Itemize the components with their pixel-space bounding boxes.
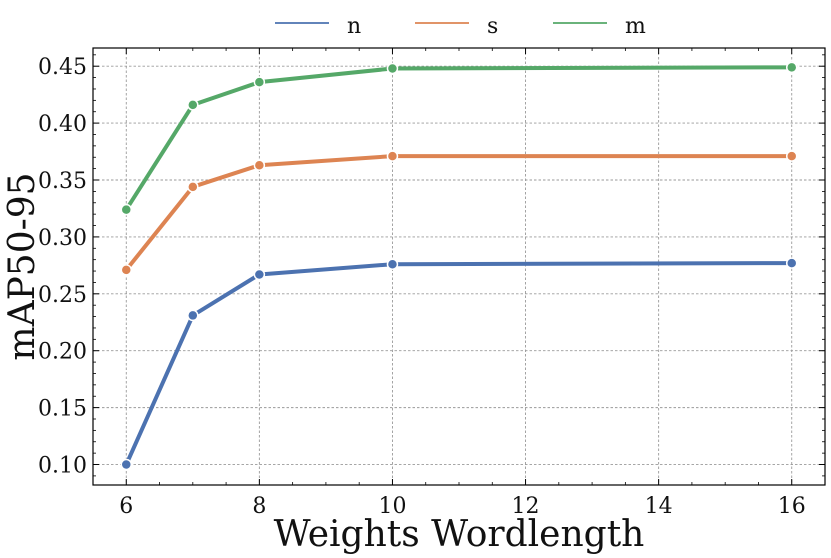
- legend-label-m: m: [625, 14, 646, 39]
- data-point-s: [386, 150, 399, 162]
- x-tick-label: 16: [778, 494, 806, 519]
- legend-item-n: n: [275, 14, 361, 39]
- data-point-s: [253, 159, 266, 171]
- y-tick-label: 0.30: [38, 226, 87, 251]
- x-tick-label: 8: [252, 494, 266, 519]
- data-point-s: [187, 181, 199, 193]
- x-tick-label: 14: [645, 494, 673, 519]
- y-tick-label: 0.40: [38, 112, 87, 137]
- grid-lines: [93, 48, 825, 485]
- data-point-m: [253, 76, 266, 88]
- y-axis-title: mAP50-95: [2, 172, 43, 360]
- x-axis-title: Weights Wordlength: [274, 514, 645, 555]
- data-point-m: [120, 203, 133, 216]
- plot-frame: [92, 47, 826, 486]
- data-point-n: [120, 458, 133, 471]
- y-tick-label: 0.35: [38, 169, 87, 194]
- data-point-s: [785, 150, 798, 162]
- series-n: [120, 257, 798, 471]
- x-tick-label: 10: [378, 494, 406, 519]
- data-point-m: [187, 99, 199, 111]
- y-tick-label: 0.15: [38, 397, 87, 422]
- data-point-m: [386, 62, 399, 75]
- series-line-n: [124, 261, 794, 467]
- x-tick-label: 12: [512, 494, 540, 519]
- series-m: [120, 61, 798, 216]
- data-point-n: [187, 309, 199, 322]
- data-point-n: [785, 257, 798, 269]
- legend-item-s: s: [415, 14, 498, 39]
- data-point-n: [253, 268, 266, 281]
- y-tick-label: 0.25: [38, 283, 87, 308]
- y-tick-label: 0.10: [38, 454, 87, 479]
- data-point-m: [785, 61, 798, 74]
- legend-item-m: m: [553, 14, 646, 39]
- series-line-m: [124, 65, 794, 212]
- data-point-s: [120, 264, 133, 276]
- series-line-s: [124, 154, 794, 272]
- series-layer: [120, 61, 798, 471]
- y-tick-label: 0.45: [38, 55, 87, 80]
- series-s: [120, 150, 798, 276]
- legend-label-s: s: [487, 14, 498, 39]
- x-tick-label: 6: [119, 494, 133, 519]
- legend-label-n: n: [347, 14, 361, 39]
- data-point-n: [386, 258, 399, 270]
- axis-ticks: 6 8 10 12 14 16 0.10 0.15 0.20 0.25 0.30 0.35 0.40 0.…: [38, 48, 826, 519]
- y-tick-label: 0.20: [38, 340, 87, 365]
